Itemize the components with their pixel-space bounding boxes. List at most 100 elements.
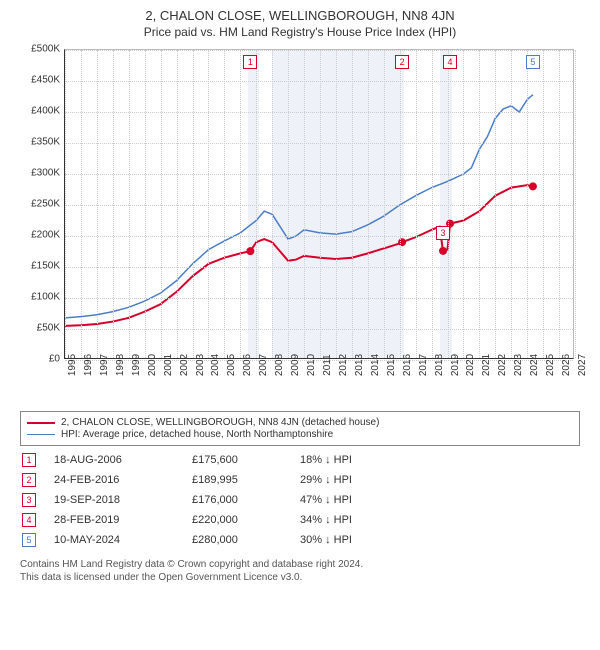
gridline-v	[81, 50, 82, 358]
gridline-v	[161, 50, 162, 358]
event-price: £280,000	[192, 534, 282, 546]
event-marker-box: 5	[526, 55, 540, 69]
gridline-v	[448, 50, 449, 358]
event-dot	[529, 182, 537, 190]
gridline-v	[65, 50, 66, 358]
gridline-v	[543, 50, 544, 358]
event-number-box: 1	[22, 453, 36, 467]
gridline-v	[288, 50, 289, 358]
gridline-v	[304, 50, 305, 358]
gridline-h	[65, 329, 573, 330]
gridline-v	[559, 50, 560, 358]
gridline-v	[129, 50, 130, 358]
event-dot	[439, 247, 447, 255]
x-tick-label: 2014	[370, 354, 381, 376]
x-tick-label: 1999	[131, 354, 142, 376]
gridline-h	[65, 50, 573, 51]
x-tick-label: 1996	[83, 354, 94, 376]
x-tick-label: 2006	[242, 354, 253, 376]
event-delta: 29% ↓ HPI	[300, 474, 390, 486]
gridline-v	[113, 50, 114, 358]
event-marker-box: 2	[395, 55, 409, 69]
gridline-v	[384, 50, 385, 358]
event-price: £175,600	[192, 454, 282, 466]
x-tick-label: 2002	[179, 354, 190, 376]
x-tick-label: 2001	[163, 354, 174, 376]
event-row: 428-FEB-2019£220,00034% ↓ HPI	[20, 510, 580, 530]
gridline-v	[320, 50, 321, 358]
y-tick-label: £50K	[20, 323, 60, 334]
y-tick-label: £400K	[20, 106, 60, 117]
gridline-v	[97, 50, 98, 358]
y-tick-label: £100K	[20, 292, 60, 303]
gridline-v	[495, 50, 496, 358]
gridline-v	[432, 50, 433, 358]
gridline-v	[479, 50, 480, 358]
gridline-v	[193, 50, 194, 358]
gridline-h	[65, 112, 573, 113]
gridline-v	[368, 50, 369, 358]
gridline-v	[224, 50, 225, 358]
x-tick-label: 2016	[402, 354, 413, 376]
event-price: £189,995	[192, 474, 282, 486]
x-tick-label: 2027	[577, 354, 588, 376]
events-table: 118-AUG-2006£175,60018% ↓ HPI224-FEB-201…	[20, 450, 580, 550]
x-tick-label: 2011	[322, 354, 333, 376]
x-tick-label: 2018	[434, 354, 445, 376]
y-tick-label: £250K	[20, 199, 60, 210]
event-delta: 30% ↓ HPI	[300, 534, 390, 546]
gridline-h	[65, 267, 573, 268]
x-tick-label: 2010	[306, 354, 317, 376]
legend-row: 2, CHALON CLOSE, WELLINGBOROUGH, NN8 4JN…	[27, 417, 573, 428]
event-marker-box: 3	[436, 226, 450, 240]
x-tick-label: 1995	[67, 354, 78, 376]
gridline-h	[65, 143, 573, 144]
y-tick-label: £200K	[20, 230, 60, 241]
y-tick-label: £150K	[20, 261, 60, 272]
legend-label: 2, CHALON CLOSE, WELLINGBOROUGH, NN8 4JN…	[61, 417, 379, 428]
gridline-h	[65, 81, 573, 82]
legend-swatch	[27, 434, 55, 435]
chart: 12345 £0£50K£100K£150K£200K£250K£300K£35…	[20, 45, 580, 405]
event-number-box: 5	[22, 533, 36, 547]
x-tick-label: 2003	[195, 354, 206, 376]
gridline-v	[511, 50, 512, 358]
x-tick-label: 2025	[545, 354, 556, 376]
event-delta: 34% ↓ HPI	[300, 514, 390, 526]
event-row: 319-SEP-2018£176,00047% ↓ HPI	[20, 490, 580, 510]
x-tick-label: 2023	[513, 354, 524, 376]
gridline-v	[177, 50, 178, 358]
gridline-v	[336, 50, 337, 358]
gridline-v	[527, 50, 528, 358]
event-number-box: 3	[22, 493, 36, 507]
x-tick-label: 2015	[386, 354, 397, 376]
gridline-v	[256, 50, 257, 358]
x-tick-label: 2000	[147, 354, 158, 376]
x-tick-label: 2012	[338, 354, 349, 376]
x-tick-label: 2013	[354, 354, 365, 376]
gridline-v	[400, 50, 401, 358]
x-tick-label: 2009	[290, 354, 301, 376]
legend: 2, CHALON CLOSE, WELLINGBOROUGH, NN8 4JN…	[20, 411, 580, 446]
x-tick-label: 2017	[418, 354, 429, 376]
legend-label: HPI: Average price, detached house, Nort…	[61, 429, 333, 440]
x-tick-label: 2008	[274, 354, 285, 376]
gridline-v	[352, 50, 353, 358]
x-tick-label: 1998	[115, 354, 126, 376]
x-tick-label: 2026	[561, 354, 572, 376]
x-tick-label: 2004	[210, 354, 221, 376]
x-tick-label: 2007	[258, 354, 269, 376]
x-tick-label: 2024	[529, 354, 540, 376]
event-price: £220,000	[192, 514, 282, 526]
title-line-2: Price paid vs. HM Land Registry's House …	[8, 25, 592, 39]
event-date: 24-FEB-2016	[54, 474, 174, 486]
footer-line-1: Contains HM Land Registry data © Crown c…	[20, 558, 580, 571]
event-number-box: 4	[22, 513, 36, 527]
event-row: 2 24-FEB-2016 £189,995 29% ↓ HPI	[20, 470, 580, 490]
plot-area: 12345	[64, 49, 574, 359]
y-tick-label: £500K	[20, 44, 60, 55]
legend-swatch	[27, 422, 55, 424]
gridline-h	[65, 236, 573, 237]
gridline-v	[575, 50, 576, 358]
event-number-box: 2	[22, 473, 36, 487]
